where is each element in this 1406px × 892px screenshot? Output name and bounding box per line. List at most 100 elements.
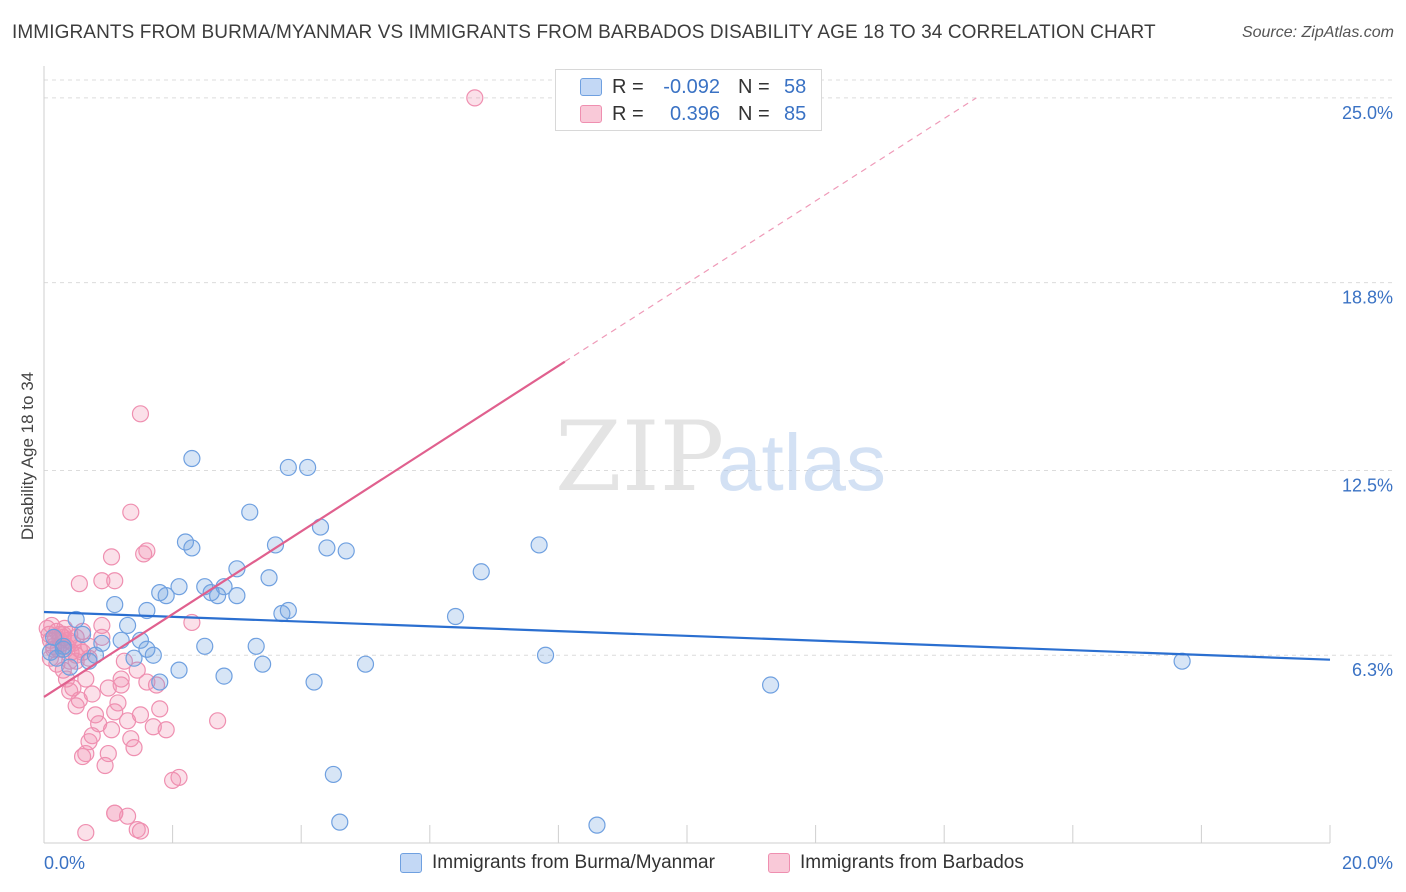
barbados-point bbox=[77, 744, 95, 763]
burma-point bbox=[151, 673, 169, 691]
burma-point bbox=[472, 563, 490, 581]
burma-point bbox=[54, 640, 72, 658]
watermark-atlas: atlas bbox=[717, 418, 886, 507]
burma-point bbox=[536, 646, 555, 664]
bottom-legend-label-burma: Immigrants from Burma/Myanmar bbox=[432, 852, 715, 873]
burma-point bbox=[279, 601, 297, 620]
barbados-point bbox=[170, 768, 188, 787]
burma-point bbox=[446, 607, 465, 626]
legend-n-label: N = bbox=[738, 75, 770, 98]
legend-row-burma: R = -0.092 N = 58 bbox=[580, 74, 806, 100]
correlation-legend: R = -0.092 N = 58 R = 0.396 N = 85 bbox=[555, 69, 822, 131]
barbados-point bbox=[93, 616, 111, 635]
burma-point bbox=[260, 569, 278, 587]
barbados-trend-line bbox=[43, 360, 566, 698]
burma-trend-line bbox=[43, 610, 1331, 661]
burma-point bbox=[45, 628, 63, 646]
watermark: ZIP atlas bbox=[555, 401, 886, 513]
y-tick-label: 12.5% bbox=[1342, 475, 1393, 495]
barbados-point bbox=[45, 640, 63, 658]
bottom-legend-swatch-burma bbox=[400, 853, 422, 873]
y-tick-label: 6.3% bbox=[1352, 660, 1393, 680]
barbados-point bbox=[122, 730, 140, 748]
burma-point bbox=[1173, 652, 1191, 670]
barbados-point bbox=[70, 575, 88, 593]
y-tick-label: 25.0% bbox=[1342, 103, 1393, 123]
axes bbox=[43, 66, 1331, 844]
bottom-legend-swatch-barbados bbox=[768, 853, 790, 873]
burma-point bbox=[266, 536, 285, 554]
trend-lines bbox=[43, 97, 1331, 698]
legend-n-value: 85 bbox=[784, 102, 807, 125]
burma-point bbox=[125, 649, 143, 667]
burma-point bbox=[279, 458, 297, 477]
watermark-zip: ZIP bbox=[555, 401, 724, 513]
barbados-point bbox=[73, 643, 92, 661]
burma-point bbox=[183, 539, 201, 557]
burma-point bbox=[337, 542, 355, 560]
burma-point bbox=[247, 637, 265, 655]
legend-r-label: R = bbox=[612, 75, 644, 98]
source-label: Source: ZipAtlas.com bbox=[1241, 24, 1394, 41]
burma-point bbox=[356, 655, 375, 673]
legend-row-barbados: R = 0.396 N = 85 bbox=[580, 101, 806, 127]
barbados-point bbox=[147, 676, 166, 694]
tick-labels: 6.3% 12.5% 18.8% 25.0% 0.0% 20.0% bbox=[44, 103, 1393, 873]
burma-point bbox=[61, 658, 79, 676]
barbados-point bbox=[131, 405, 150, 423]
burma-point bbox=[305, 673, 323, 691]
burma-point bbox=[241, 503, 259, 521]
barbados-point bbox=[77, 823, 95, 842]
barbados-point bbox=[144, 718, 162, 736]
barbados-points bbox=[38, 89, 484, 842]
barbados-point bbox=[128, 820, 146, 839]
burma-point bbox=[228, 587, 246, 605]
burma-point bbox=[93, 634, 111, 652]
chart-title: IMMIGRANTS FROM BURMA/MYANMAR VS IMMIGRA… bbox=[12, 22, 1156, 43]
bottom-legend-label-barbados: Immigrants from Barbados bbox=[800, 852, 1024, 873]
barbados-point bbox=[106, 703, 124, 721]
burma-point bbox=[118, 616, 137, 635]
burma-point bbox=[183, 449, 201, 468]
burma-point bbox=[112, 631, 130, 649]
barbados-point bbox=[135, 545, 153, 563]
burma-point bbox=[299, 458, 317, 477]
bottom-legend-burma: Immigrants from Burma/Myanmar bbox=[400, 852, 715, 874]
barbados-point bbox=[41, 649, 60, 667]
burma-point bbox=[318, 539, 336, 557]
barbados-point bbox=[67, 652, 85, 670]
bottom-legend-barbados: Immigrants from Barbados bbox=[768, 852, 1024, 874]
y-axis-label: Disability Age 18 to 34 bbox=[18, 372, 37, 540]
barbados-point bbox=[93, 572, 111, 590]
burma-point bbox=[157, 587, 175, 605]
legend-r-value: -0.092 bbox=[663, 75, 720, 98]
barbados-point bbox=[151, 700, 169, 718]
burma-point bbox=[67, 610, 85, 629]
legend-swatch-burma bbox=[580, 78, 602, 96]
burma-point bbox=[106, 595, 124, 614]
barbados-point bbox=[115, 652, 133, 670]
barbados-point bbox=[112, 676, 130, 694]
burma-point bbox=[324, 765, 342, 784]
burma-point bbox=[215, 667, 233, 685]
legend-r-label: R = bbox=[612, 102, 644, 125]
burma-point bbox=[209, 587, 227, 605]
barbados-point bbox=[73, 747, 92, 766]
barbados-point bbox=[102, 548, 121, 566]
barbados-point bbox=[83, 727, 101, 745]
burma-point bbox=[254, 655, 272, 673]
barbados-point bbox=[131, 706, 150, 724]
burma-point bbox=[170, 661, 188, 679]
barbados-point bbox=[96, 756, 114, 775]
barbados-point bbox=[106, 572, 124, 590]
barbados-point bbox=[112, 670, 130, 688]
legend-swatch-barbados bbox=[580, 105, 602, 123]
barbados-point bbox=[118, 807, 137, 825]
burma-point bbox=[138, 601, 156, 620]
barbados-point bbox=[122, 503, 140, 521]
barbados-point bbox=[157, 721, 175, 739]
barbados-point bbox=[466, 89, 484, 107]
burma-point bbox=[73, 625, 92, 643]
burma-point bbox=[761, 676, 780, 694]
barbados-point bbox=[54, 625, 72, 643]
